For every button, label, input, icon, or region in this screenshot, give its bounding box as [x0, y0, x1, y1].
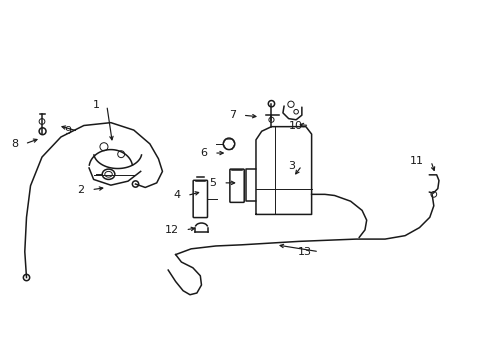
Text: 10: 10	[288, 121, 302, 131]
Text: 6: 6	[200, 148, 207, 158]
Text: 7: 7	[228, 110, 235, 120]
Text: 1: 1	[93, 100, 100, 111]
Text: 8: 8	[11, 139, 18, 149]
Text: 2: 2	[77, 185, 84, 195]
Text: 13: 13	[298, 247, 311, 257]
Text: 9: 9	[64, 126, 71, 136]
Text: 5: 5	[209, 178, 216, 188]
Text: 3: 3	[287, 161, 294, 171]
Text: 4: 4	[173, 190, 180, 201]
Text: 12: 12	[164, 225, 178, 235]
Text: 11: 11	[409, 156, 423, 166]
